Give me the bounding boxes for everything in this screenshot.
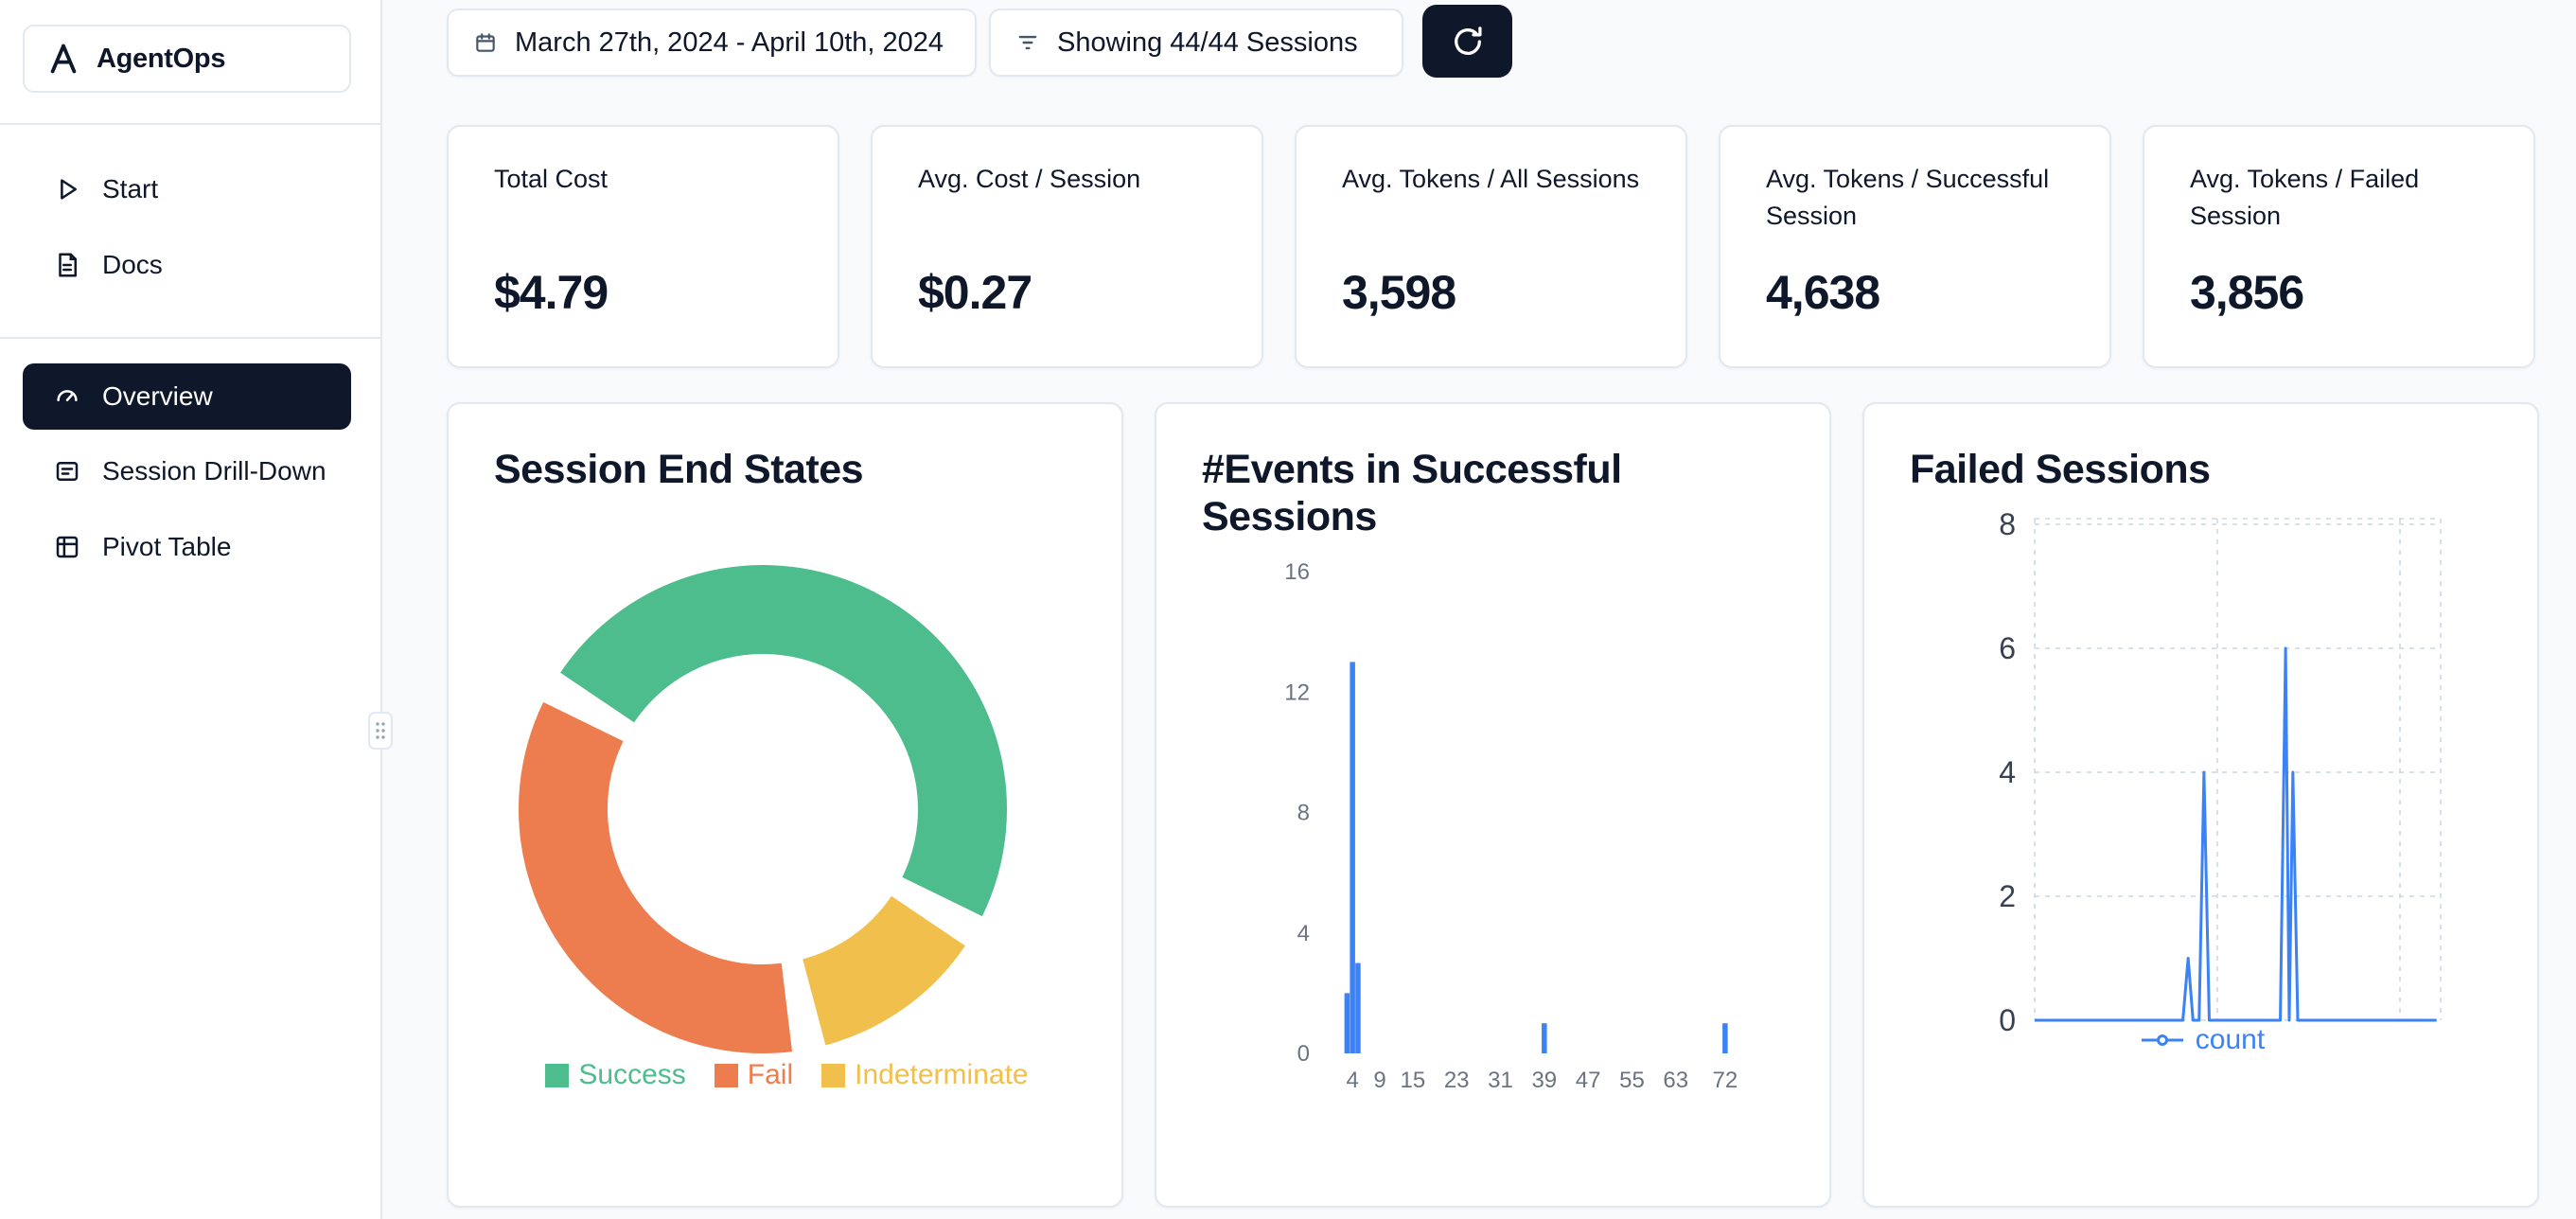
svg-text:23: 23 [1444, 1068, 1470, 1093]
svg-text:15: 15 [1400, 1068, 1425, 1093]
chart-title: Session End States [494, 447, 864, 492]
date-range-picker[interactable]: March 27th, 2024 - April 10th, 2024 [447, 9, 977, 77]
failed-sessions-card: Failed Sessions 0 2 4 6 8 count [1862, 402, 2539, 1208]
stat-card-avg-cost-session: Avg. Cost / Session $0.27 [871, 125, 1263, 368]
count-legend-marker [2141, 1034, 2183, 1046]
session-end-states-donut-chart [519, 565, 1007, 1053]
docs-icon [59, 253, 77, 277]
sidebar-item-label: Pivot Table [102, 532, 232, 561]
stat-card-avg-tokens-all: Avg. Tokens / All Sessions 3,598 [1295, 125, 1687, 368]
svg-text:63: 63 [1663, 1068, 1688, 1093]
svg-text:47: 47 [1576, 1068, 1601, 1093]
stat-value: 4,638 [1766, 266, 1880, 319]
events-in-successful-sessions-card: #Events in Successful Sessions 0 4 8 12 16 4 9… [1155, 402, 1831, 1208]
legend-swatch [545, 1063, 570, 1087]
filter-icon [1018, 35, 1037, 50]
svg-text:0: 0 [1999, 1003, 2016, 1037]
stat-label: Avg. Tokens / All Sessions [1342, 165, 1640, 193]
legend-label: Success [578, 1059, 686, 1090]
chart-title: #Events in Successful Sessions [1202, 447, 1622, 540]
app-logo[interactable]: AgentOps [23, 25, 351, 93]
svg-text:55: 55 [1619, 1068, 1645, 1093]
legend-label: Fail [747, 1059, 794, 1090]
calendar-icon [476, 33, 495, 52]
app-name: AgentOps [97, 43, 226, 74]
sidebar-item-label: Session Drill-Down [102, 456, 326, 486]
sessions-filter-label: Showing 44/44 Sessions [1057, 26, 1358, 58]
stat-value: $4.79 [494, 266, 609, 319]
svg-text:16: 16 [1284, 559, 1310, 585]
stat-card-total-cost: Total Cost $4.79 [447, 125, 839, 368]
stat-card-avg-tokens-failed: Avg. Tokens / Failed Session 3,856 [2143, 125, 2535, 368]
sidebar: AgentOps Start Docs Overview [0, 0, 382, 1219]
sidebar-item-label: Docs [102, 250, 163, 279]
legend-item-success[interactable]: Success [545, 1059, 686, 1091]
sidebar-item-start[interactable]: Start [23, 160, 351, 219]
charts-row: Session End States Success Fail Indeterm… [447, 402, 2539, 1208]
chart-title: Failed Sessions [1910, 447, 2211, 492]
stat-value: $0.27 [918, 266, 1032, 319]
svg-text:2: 2 [1999, 879, 2016, 913]
sidebar-divider [0, 123, 382, 125]
legend-swatch [714, 1063, 738, 1087]
stat-value: 3,598 [1342, 266, 1456, 319]
stat-value: 3,856 [2190, 266, 2304, 319]
gauge-icon [57, 390, 78, 401]
grip-dots-icon [376, 722, 385, 739]
svg-text:12: 12 [1284, 680, 1310, 705]
count-legend[interactable]: count [1864, 1024, 2541, 1056]
refresh-icon [1454, 26, 1482, 55]
svg-text:8: 8 [1297, 801, 1310, 826]
failed-sessions-line-chart: 0 2 4 6 8 [1999, 507, 2442, 1037]
session-end-states-card: Session End States Success Fail Indeterm… [447, 402, 1123, 1208]
svg-text:4: 4 [1999, 755, 2016, 789]
svg-text:4: 4 [1297, 921, 1310, 946]
donut-legend: Success Fail Indeterminate [449, 1059, 1125, 1091]
date-range-label: March 27th, 2024 - April 10th, 2024 [515, 26, 944, 58]
svg-text:9: 9 [1373, 1068, 1385, 1093]
legend-item-indeterminate[interactable]: Indeterminate [821, 1059, 1029, 1091]
sidebar-resize-handle[interactable] [368, 712, 393, 750]
stats-row: Total Cost $4.79 Avg. Cost / Session $0.… [447, 125, 2535, 368]
svg-text:0: 0 [1297, 1041, 1310, 1067]
table-icon [56, 536, 79, 558]
sessions-filter-button[interactable]: Showing 44/44 Sessions [989, 9, 1403, 77]
sidebar-item-session-drill-down[interactable]: Session Drill-Down [23, 442, 351, 501]
sidebar-item-pivot-table[interactable]: Pivot Table [23, 518, 351, 576]
stat-label: Avg. Tokens / Successful Session [1766, 165, 2050, 231]
play-icon [61, 179, 77, 200]
svg-text:4: 4 [1346, 1068, 1358, 1093]
stat-label: Avg. Cost / Session [918, 165, 1141, 193]
list-card-icon [56, 462, 79, 481]
legend-swatch [821, 1063, 846, 1087]
svg-text:31: 31 [1488, 1068, 1513, 1093]
stat-card-avg-tokens-successful: Avg. Tokens / Successful Session 4,638 [1719, 125, 2111, 368]
sidebar-divider [0, 337, 382, 339]
svg-text:8: 8 [1999, 507, 2016, 541]
sidebar-item-label: Overview [102, 381, 213, 411]
agentops-logo-icon [50, 44, 77, 74]
stat-label: Total Cost [494, 165, 609, 193]
legend-label: Indeterminate [855, 1059, 1029, 1090]
svg-text:6: 6 [1999, 631, 2016, 665]
sidebar-item-label: Start [102, 174, 159, 203]
sidebar-item-docs[interactable]: Docs [23, 236, 351, 294]
svg-text:39: 39 [1531, 1068, 1557, 1093]
sidebar-item-overview[interactable]: Overview [23, 363, 351, 430]
svg-text:72: 72 [1713, 1068, 1738, 1093]
refresh-button[interactable] [1422, 5, 1512, 78]
stat-label: Avg. Tokens / Failed Session [2190, 165, 2420, 231]
legend-item-fail[interactable]: Fail [714, 1059, 794, 1091]
count-legend-label: count [2195, 1024, 2266, 1055]
